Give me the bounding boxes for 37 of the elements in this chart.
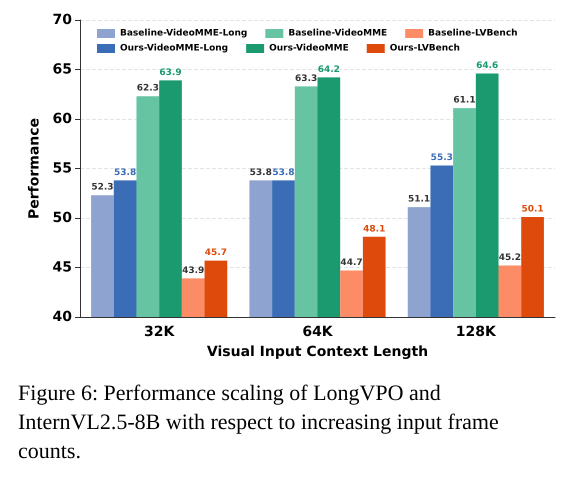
caption: Figure 6: Performance scaling of LongVPO and InternVL2.5-8B with respect to increasing input frame counts. [18,380,504,463]
data-label: 50.1 [521,204,544,215]
y-tick-label: 50 [52,210,72,226]
data-label: 44.7 [340,258,363,268]
data-label: 62.3 [136,84,159,94]
data-label: 63.3 [295,74,318,84]
x-axis-title: Visual Input Context Length [206,344,428,360]
legend-label: Baseline-LVBench [428,28,518,38]
data-label: 45.7 [204,248,228,258]
data-label: 51.1 [408,194,430,205]
x-tick-label: 128K [456,324,498,340]
data-label: 53.8 [272,168,295,178]
y-tick-label: 60 [52,111,72,127]
legend-label: Baseline-VideoMME-Long [120,28,248,38]
data-label: 53.8 [250,168,272,178]
legend-label: Ours-LVBench [390,44,460,54]
y-tick-label: 70 [52,12,72,28]
y-axis-title: Performance [26,118,43,220]
data-label: 48.1 [363,224,386,234]
y-tick-label: 45 [52,260,72,276]
legend-label: Baseline-VideoMME [288,28,388,38]
data-label: 52.3 [91,182,114,193]
x-tick-label: 32K [144,324,176,340]
x-tick-label: 64K [302,324,334,340]
data-label: 64.6 [476,60,498,71]
y-tick-label: 65 [52,62,72,78]
legend-label: Ours-VideoMME [269,44,349,54]
data-label: 43.9 [182,266,204,276]
y-tick-label: 40 [52,309,72,325]
data-label: 61.1 [453,96,476,106]
data-label: 53.8 [114,168,136,178]
data-label: 55.3 [430,153,453,164]
data-label: 45.2 [498,253,521,264]
data-label: 64.2 [318,64,340,75]
legend-label: Ours-VideoMME-Long [120,44,228,54]
data-label: 63.9 [159,68,182,78]
y-tick-label: 55 [52,160,72,176]
